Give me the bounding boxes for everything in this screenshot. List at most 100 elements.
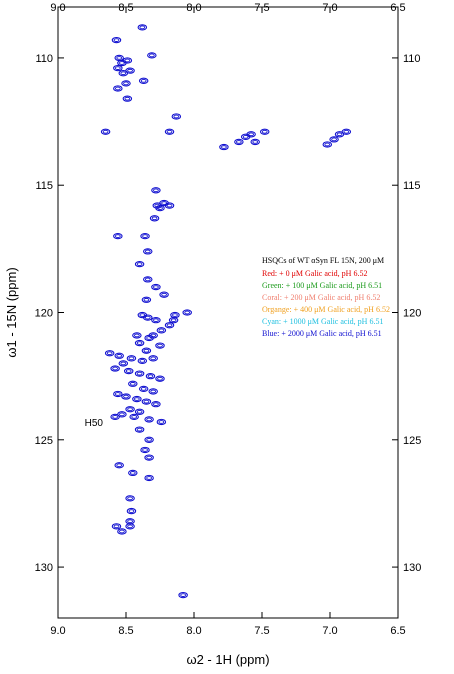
x-tick-label-top: 7.5 bbox=[254, 2, 269, 14]
y-tick-label-left: 110 bbox=[35, 53, 53, 65]
peak bbox=[155, 342, 165, 349]
peak bbox=[250, 138, 260, 146]
peak bbox=[126, 355, 137, 362]
peak bbox=[144, 436, 154, 443]
peak bbox=[155, 375, 165, 382]
peak bbox=[144, 416, 154, 423]
peak bbox=[113, 232, 123, 240]
peak bbox=[329, 136, 339, 143]
peak bbox=[121, 393, 131, 400]
x-tick-label-top: 9.0 bbox=[50, 2, 65, 14]
peak bbox=[171, 113, 182, 120]
peak bbox=[145, 372, 156, 380]
peak bbox=[137, 357, 148, 365]
peak bbox=[114, 352, 124, 359]
peak bbox=[114, 462, 124, 469]
peak bbox=[123, 367, 134, 375]
peak bbox=[182, 309, 192, 316]
peak bbox=[111, 36, 122, 44]
peak bbox=[138, 385, 149, 393]
peak bbox=[111, 523, 122, 530]
peak bbox=[110, 365, 120, 372]
peak bbox=[129, 413, 139, 421]
x-tick-label-bottom: 6.5 bbox=[390, 625, 405, 637]
peak bbox=[149, 215, 160, 222]
peak bbox=[143, 276, 153, 283]
y-tick-label-right: 125 bbox=[403, 435, 421, 447]
peak bbox=[134, 426, 145, 433]
peak bbox=[144, 454, 154, 461]
peak bbox=[144, 474, 154, 482]
peak bbox=[259, 128, 270, 135]
peak bbox=[141, 398, 152, 405]
peak bbox=[134, 260, 145, 268]
x-axis-ticks: 9.0 9.0 8.5 8.5 8.0 8.0 7.5 7.5 7.0 7.0 6.5 6.5 bbox=[50, 2, 405, 637]
peak bbox=[322, 141, 333, 148]
peak bbox=[104, 350, 115, 357]
peak bbox=[137, 24, 148, 31]
peak bbox=[141, 296, 152, 303]
peak bbox=[125, 523, 135, 530]
peak bbox=[121, 80, 131, 87]
peak bbox=[164, 128, 175, 135]
peak bbox=[234, 138, 244, 146]
legend-title: HSQCs of WT αSyn FL 15N, 200 μM bbox=[262, 256, 384, 265]
legend-entry: Green: + 100 μM Galic acid, pH 6.51 bbox=[262, 281, 382, 290]
peak bbox=[341, 128, 352, 135]
peak bbox=[128, 469, 138, 477]
x-tick-label-bottom: 7.0 bbox=[322, 625, 337, 637]
peak bbox=[125, 406, 135, 413]
x-tick-label-top: 6.5 bbox=[390, 2, 405, 14]
legend-entry: Red: + 0 μM Galic acid, pH 6.52 bbox=[262, 269, 367, 278]
peak bbox=[140, 232, 150, 240]
x-tick-label-top: 8.0 bbox=[186, 2, 201, 14]
x-tick-label-bottom: 9.0 bbox=[50, 625, 65, 637]
peak bbox=[219, 143, 229, 151]
y-axis-title: ω1 - 15N (ppm) bbox=[4, 267, 19, 357]
peak bbox=[159, 291, 169, 298]
peak bbox=[113, 390, 123, 398]
y-tick-label-left: 115 bbox=[35, 180, 53, 192]
legend-entry: Organge: + 400 μM Galic acid, pH 6.52 bbox=[262, 305, 390, 314]
y-tick-label-left: 125 bbox=[35, 435, 53, 447]
peak bbox=[156, 418, 167, 426]
peak bbox=[126, 507, 137, 515]
y-tick-label-left: 120 bbox=[35, 308, 53, 320]
x-tick-label-top: 8.5 bbox=[118, 2, 133, 14]
peak bbox=[118, 70, 129, 77]
legend-entry: Coral: + 200 μM Galic acid, pH 6.52 bbox=[262, 293, 380, 302]
peak bbox=[144, 334, 154, 342]
peak bbox=[138, 77, 149, 84]
peak bbox=[113, 64, 123, 72]
peak bbox=[134, 339, 145, 347]
peak-annotation-h50: H50 bbox=[85, 418, 104, 429]
legend-entry: Blue: + 2000 μM Galic acid, pH 6.51 bbox=[262, 329, 382, 338]
peak bbox=[147, 52, 157, 59]
peak bbox=[151, 316, 161, 324]
x-tick-label-bottom: 8.0 bbox=[186, 625, 201, 637]
y-axis-ticks: 110 110 115 115 120 120 125 125 130 130 bbox=[35, 53, 422, 574]
peak bbox=[110, 413, 120, 421]
x-tick-label-bottom: 7.5 bbox=[254, 625, 269, 637]
peak bbox=[148, 388, 158, 395]
y-tick-label-right: 115 bbox=[403, 180, 421, 192]
peak-contours bbox=[100, 24, 352, 599]
peak bbox=[148, 355, 158, 362]
peak bbox=[128, 380, 138, 387]
peak bbox=[118, 360, 129, 367]
peak bbox=[117, 528, 127, 535]
peak bbox=[155, 204, 165, 212]
peak bbox=[134, 370, 145, 377]
peak bbox=[122, 57, 133, 64]
x-tick-label-top: 7.0 bbox=[322, 2, 337, 14]
peak bbox=[156, 327, 167, 334]
y-tick-label-left: 130 bbox=[35, 562, 53, 574]
peak bbox=[113, 85, 123, 92]
legend: HSQCs of WT αSyn FL 15N, 200 μM Red: + 0… bbox=[262, 256, 390, 338]
peak bbox=[140, 446, 150, 454]
peak bbox=[151, 187, 161, 194]
peak bbox=[122, 95, 133, 102]
peak bbox=[132, 332, 142, 339]
peak bbox=[134, 408, 145, 415]
